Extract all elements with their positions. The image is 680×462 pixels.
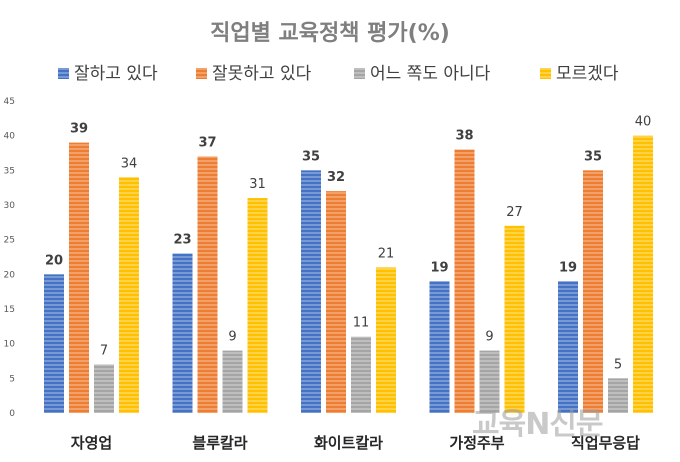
category-labels: 자영업 블루칼라 화이트칼라 가정주부 직업무응답 — [71, 434, 640, 452]
data-label: 9 — [485, 330, 493, 345]
data-label: 19 — [559, 260, 577, 275]
y-tick-label: 35 — [4, 166, 15, 176]
category-label: 직업무응답 — [571, 434, 640, 452]
legend-item: 어느 쪽도 아니다 — [354, 64, 491, 84]
y-tick-label: 20 — [4, 270, 16, 280]
legend-label: 잘못하고 있다 — [212, 64, 312, 84]
bar-texture — [504, 225, 525, 413]
y-tick-label: 5 — [9, 374, 15, 384]
legend: 잘하고 있다 잘못하고 있다 어느 쪽도 아니다 모르겠다 — [58, 64, 619, 84]
data-label: 20 — [45, 253, 63, 268]
bar-texture — [222, 350, 243, 413]
data-label: 35 — [584, 149, 602, 164]
watermark-logo: 교육N신문 — [472, 407, 603, 442]
bar-texture — [479, 350, 500, 413]
y-tick-label: 40 — [4, 132, 16, 142]
data-label: 38 — [455, 129, 473, 144]
y-tick-label: 25 — [4, 236, 15, 246]
data-label: 9 — [228, 330, 236, 345]
bar-texture — [583, 170, 603, 413]
legend-label: 잘하고 있다 — [74, 64, 158, 84]
data-label: 40 — [635, 115, 652, 130]
bar-texture — [301, 170, 321, 413]
data-label: 31 — [249, 177, 266, 192]
bar-texture — [376, 267, 396, 413]
data-label: 23 — [173, 233, 191, 248]
bar-texture — [351, 336, 371, 413]
bar-texture — [44, 274, 64, 413]
category-label: 화이트칼라 — [314, 434, 383, 452]
bar-texture — [172, 253, 193, 413]
bar-texture — [454, 149, 475, 414]
bar-texture — [197, 156, 218, 413]
bar-texture — [608, 378, 628, 413]
category-label: 가정주부 — [449, 434, 504, 452]
data-labels: 20 39 7 34 23 37 9 31 35 32 11 21 19 38 9 27 19 35 5 40 — [45, 115, 651, 373]
category-label: 자영업 — [71, 434, 112, 452]
y-tick-label: 30 — [4, 201, 16, 211]
y-tick-label: 0 — [9, 409, 15, 419]
bars — [44, 135, 653, 414]
data-label: 39 — [70, 122, 88, 137]
y-tick-label: 15 — [4, 305, 15, 315]
data-label: 19 — [430, 260, 448, 275]
chart-title: 직업별 교육정책 평가(%) — [210, 21, 450, 46]
y-tick-label: 45 — [4, 97, 15, 107]
legend-label: 모르겠다 — [556, 64, 619, 84]
data-label: 27 — [506, 205, 523, 220]
bar-texture — [94, 364, 114, 413]
data-label: 7 — [100, 343, 108, 358]
bar-texture — [429, 281, 450, 413]
bar-texture — [558, 281, 578, 413]
legend-item: 모르겠다 — [540, 64, 619, 84]
bar-texture — [69, 142, 89, 413]
data-label: 5 — [614, 357, 622, 372]
bar-texture — [326, 191, 346, 413]
y-tick-label: 10 — [4, 340, 16, 350]
data-label: 37 — [198, 135, 216, 150]
data-label: 34 — [121, 156, 138, 171]
data-label: 32 — [327, 170, 345, 185]
legend-item: 잘못하고 있다 — [196, 64, 312, 84]
y-axis: 0 5 10 15 20 25 30 35 40 45 — [4, 97, 16, 419]
data-label: 11 — [353, 316, 370, 331]
bar-texture — [247, 198, 268, 413]
legend-item: 잘하고 있다 — [58, 64, 158, 84]
legend-label: 어느 쪽도 아니다 — [370, 64, 491, 84]
category-label: 블루칼라 — [192, 434, 247, 452]
bar-texture — [633, 135, 653, 413]
data-label: 35 — [302, 149, 320, 164]
data-label: 21 — [378, 246, 395, 261]
bar-texture — [119, 177, 139, 413]
